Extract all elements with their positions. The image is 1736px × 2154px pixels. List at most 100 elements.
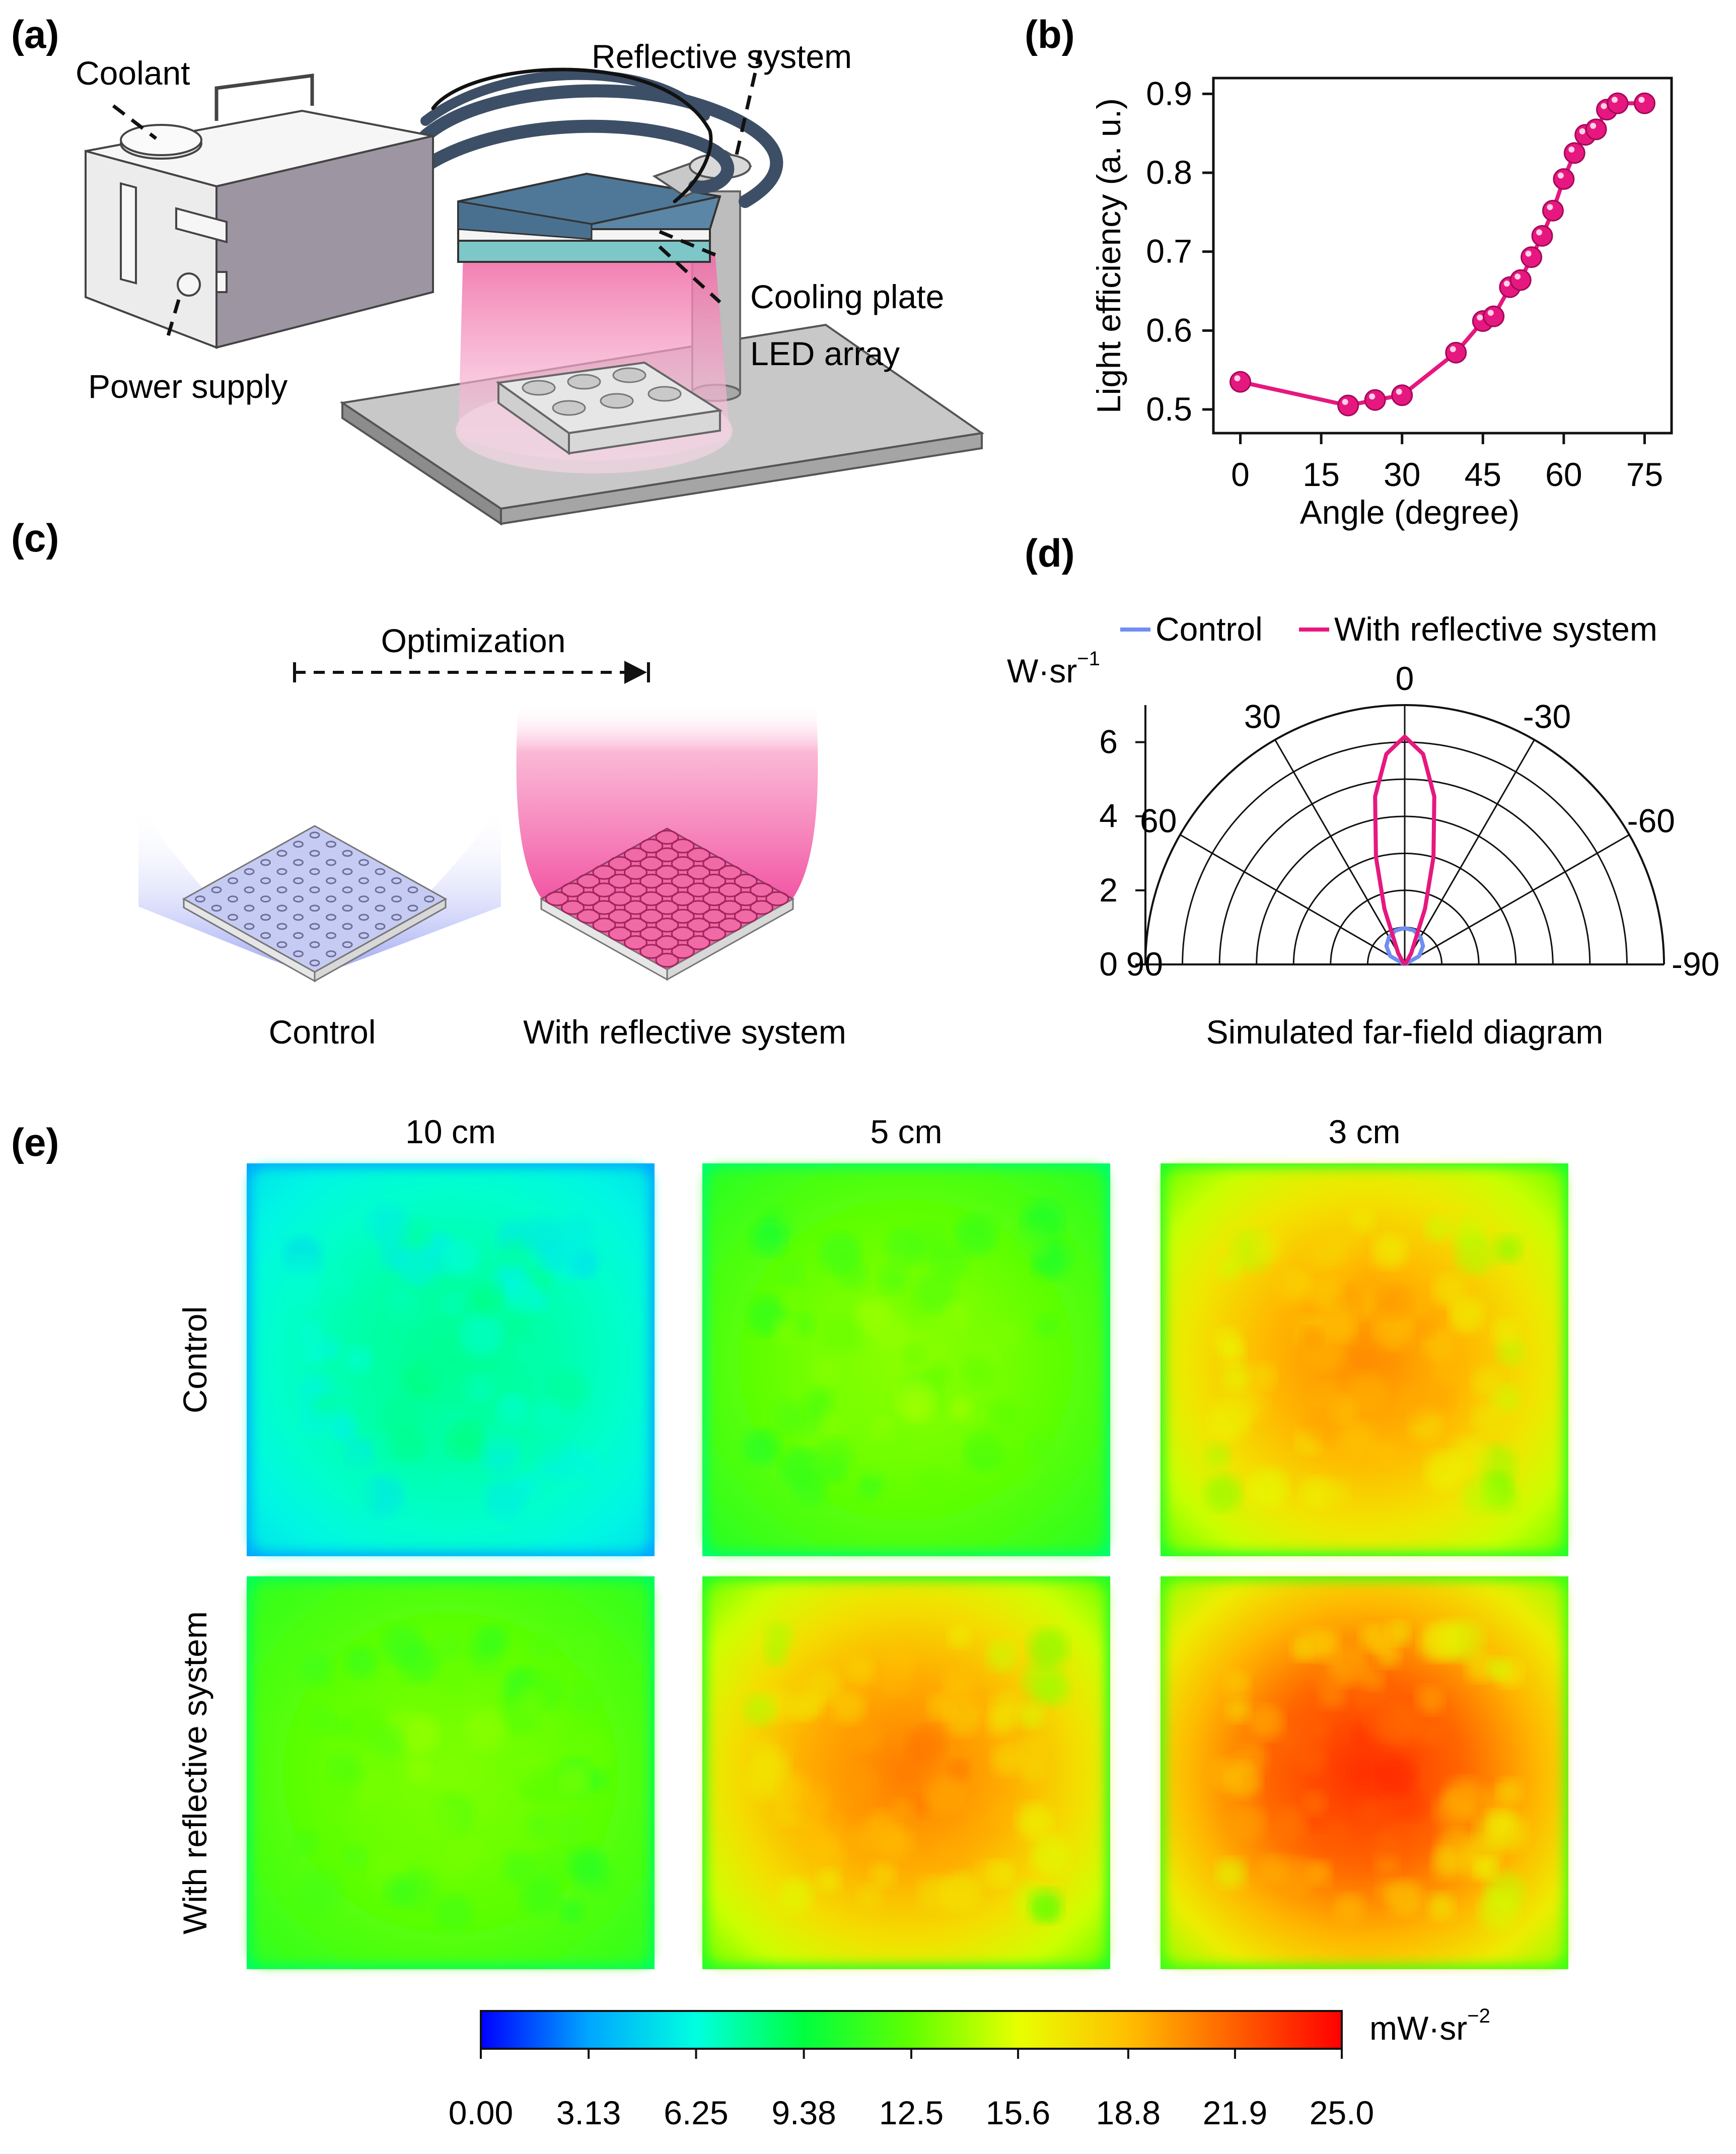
chart-d-angle-label: 30	[1244, 698, 1281, 735]
heatmap-speckle	[1277, 1858, 1316, 1897]
heatmap-speckle	[861, 1449, 892, 1479]
heatmap-speckle	[460, 1313, 502, 1356]
control-led-board	[182, 825, 448, 983]
heatmap-speckle	[1416, 1718, 1444, 1746]
heatmap-speckle	[383, 1875, 415, 1906]
chart-b-ytick-label: 0.6	[1146, 311, 1192, 349]
heatmap-speckle	[752, 1746, 790, 1784]
led-dot	[702, 891, 727, 907]
heatmap-speckle	[914, 1467, 951, 1504]
chart-b-point	[1553, 168, 1575, 190]
heatmap-speckle	[1018, 1702, 1045, 1729]
heatmap-speckle	[1369, 1627, 1395, 1653]
heatmap-speckle	[371, 1724, 405, 1759]
heatmap-speckle	[1455, 1233, 1496, 1275]
heatmap-cell	[1161, 1163, 1568, 1556]
heatmap-speckle	[552, 1813, 588, 1848]
led-dot	[309, 886, 320, 893]
heatmap-speckle	[1472, 1401, 1507, 1436]
led-dot	[702, 909, 727, 924]
heatmap-speckle	[572, 1247, 601, 1277]
led-dot	[655, 882, 679, 897]
chart-d-series-control	[1384, 926, 1425, 966]
led-dot	[342, 905, 353, 912]
chart-d-spoke	[1274, 739, 1406, 965]
heatmap-speckle	[1487, 1812, 1527, 1851]
heatmap-speckle	[1253, 1233, 1282, 1262]
heatmap-speckle	[1002, 1452, 1035, 1486]
heatmap-speckle	[937, 1879, 970, 1912]
led-dot	[391, 895, 402, 902]
heatmap-speckle	[1317, 1239, 1346, 1268]
led-dot	[342, 923, 353, 930]
heatmap-speckle	[856, 1885, 882, 1910]
heatmap-speckle	[1394, 1789, 1426, 1821]
heatmap-speckle	[1332, 1320, 1357, 1345]
heatmap-speckle	[1350, 1208, 1375, 1233]
heatmap-speckle	[418, 1799, 460, 1841]
led-dot	[260, 914, 271, 921]
chart-b-point-highlight	[1557, 172, 1564, 179]
led-dot	[671, 926, 695, 941]
chart-b-point-highlight	[1547, 204, 1553, 211]
heatmap-speckle	[802, 1387, 834, 1419]
chart-b-point	[1445, 341, 1467, 364]
heatmap-speckle	[1248, 1362, 1276, 1391]
led-dot	[228, 914, 238, 921]
heatmap-speckle	[1486, 1657, 1510, 1681]
chart-b-point	[1521, 246, 1543, 268]
heatmap-speckle	[948, 1397, 973, 1422]
chart-b-point-highlight	[1536, 229, 1543, 236]
led-dot	[358, 914, 369, 921]
led-dot	[624, 882, 647, 897]
led-dot	[718, 918, 742, 933]
control-glow	[138, 806, 501, 977]
panel-label-c: (c)	[11, 516, 59, 560]
chart-d-angle-label: -60	[1627, 802, 1675, 840]
heatmap-speckle	[1422, 1329, 1456, 1361]
heatmap-speckle	[851, 1820, 889, 1857]
heatmap-speckle	[1379, 1764, 1403, 1787]
heatmap-speckle	[877, 1661, 913, 1697]
colorbar: 0.00 3.13 6.25 9.38 12.5 15.6 18.8 21.9 25.0 mW·…	[449, 2005, 1490, 2131]
heatmap-speckle	[342, 1846, 366, 1870]
heatmap-speckle	[1218, 1390, 1255, 1427]
chart-b-point-highlight	[1234, 375, 1241, 382]
led-dot	[671, 909, 695, 924]
heatmap-speckle	[1432, 1848, 1464, 1880]
heatmap-speckle	[1290, 1638, 1313, 1661]
heatmap-speckle	[334, 1418, 357, 1442]
heatmap-speckle	[812, 1357, 839, 1384]
heatmap-speckle	[1415, 1686, 1444, 1715]
led-dot	[687, 935, 710, 950]
heatmap-speckle	[561, 1900, 584, 1923]
led-dot	[342, 941, 353, 948]
led-dot	[326, 914, 336, 921]
heatmap-speckle	[785, 1680, 824, 1719]
heatmap-speckle	[954, 1214, 996, 1256]
heatmap-speckle	[1462, 1477, 1500, 1514]
colorbar-tick-label: 12.5	[879, 2094, 944, 2131]
led-dot	[244, 868, 255, 875]
heatmap-speckle	[1016, 1803, 1053, 1840]
led-dot	[718, 865, 742, 880]
chart-d-rtick-label: 4	[1099, 797, 1118, 835]
well-plate	[495, 361, 723, 455]
led-dot	[561, 900, 585, 915]
heatmap-speckle	[792, 1472, 827, 1507]
led-dot	[293, 877, 304, 884]
heatmap-speckle	[1497, 1778, 1523, 1804]
heatmap-cell	[1161, 1576, 1568, 1969]
heatmap-speckle	[773, 1317, 800, 1344]
led-dot	[293, 859, 304, 866]
heatmap-speckle	[1346, 1372, 1388, 1415]
heatmap-speckle	[567, 1682, 601, 1715]
heatmap-speckle	[301, 1341, 324, 1364]
heatmap-cell	[702, 1163, 1110, 1556]
heatmap-speckle	[495, 1396, 529, 1429]
heatmap-speckle	[972, 1815, 998, 1841]
led-dot	[671, 856, 695, 871]
chart-b-point-highlight	[1638, 97, 1645, 103]
heatmap-speckle	[901, 1343, 927, 1369]
